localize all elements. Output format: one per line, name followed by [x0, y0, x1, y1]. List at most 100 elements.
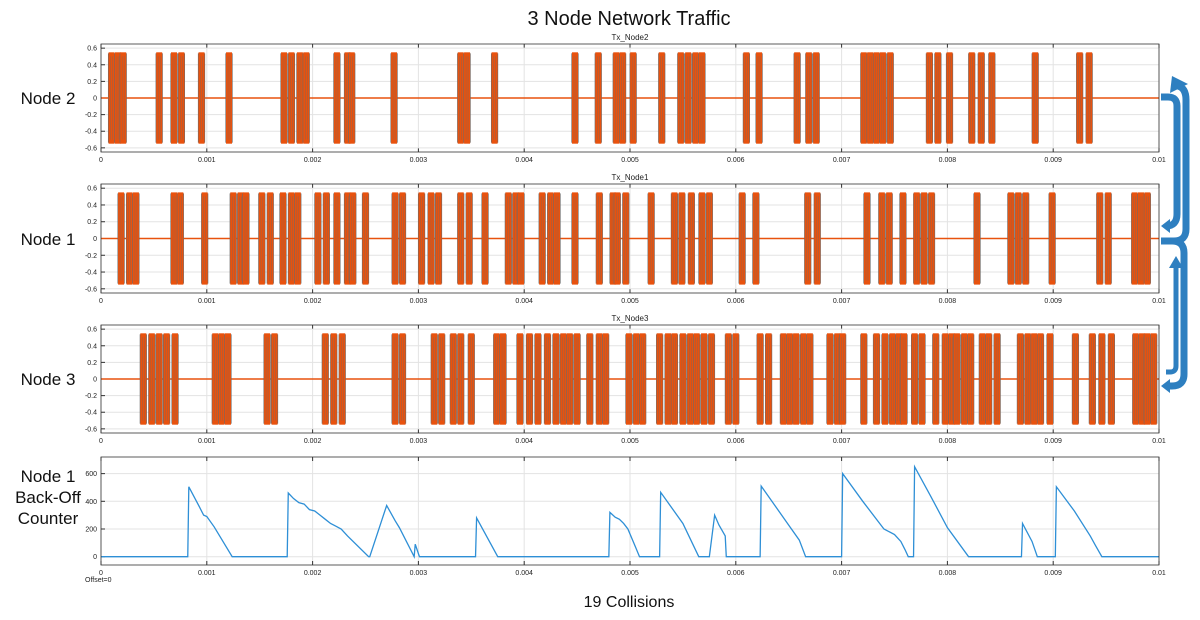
tx-burst-78 — [1046, 333, 1054, 425]
y-tick-label: 0.4 — [87, 62, 97, 69]
tx-burst-14 — [391, 333, 399, 425]
burst-fill — [698, 192, 705, 285]
tx-burst-27 — [552, 333, 560, 425]
tx-burst-50 — [863, 192, 871, 285]
tx-burst-20 — [467, 333, 475, 425]
tx-burst-61 — [895, 333, 903, 425]
burst-fill — [148, 333, 155, 425]
row-label-node-3: Node 3 — [21, 370, 76, 389]
collisions-caption: 19 Collisions — [584, 594, 675, 611]
tx-burst-47 — [1076, 52, 1084, 144]
burst-fill — [391, 52, 398, 144]
burst-fill — [1105, 192, 1112, 285]
tx-burst-18 — [463, 52, 471, 144]
burst-fill — [926, 52, 933, 144]
y-tick-label: -0.2 — [85, 253, 97, 260]
burst-fill — [804, 192, 811, 285]
burst-fill — [889, 333, 896, 425]
burst-fill — [399, 192, 406, 285]
subplot-title-tx-node2: Tx_Node2 — [612, 33, 649, 42]
tx-burst-40 — [647, 192, 655, 285]
burst-fill — [780, 333, 787, 425]
burst-fill — [901, 333, 908, 425]
plot-frame — [100, 324, 1160, 434]
burst-fill — [895, 333, 902, 425]
tx-burst-21 — [391, 192, 399, 285]
tx-burst-12 — [279, 192, 287, 285]
burst-fill — [303, 52, 310, 144]
x-tick-label: 0.005 — [621, 570, 639, 577]
collision-arrows — [1161, 76, 1190, 393]
tx-burst-25 — [534, 333, 542, 425]
x-tick-label: 0.01 — [1152, 157, 1166, 164]
burst-fill — [839, 333, 846, 425]
burst-fill — [948, 333, 955, 425]
tx-burst-9 — [280, 52, 288, 144]
tx-burst-76 — [1030, 333, 1038, 425]
tx-burst-86 — [1150, 333, 1158, 425]
burst-fill — [226, 52, 233, 144]
y-tick-label: 0.2 — [87, 360, 97, 367]
burst-fill — [765, 333, 772, 425]
burst-fill — [566, 333, 573, 425]
tx-burst-64 — [918, 333, 926, 425]
x-tick-label: 0.007 — [833, 298, 851, 305]
tx-burst-62 — [1096, 192, 1104, 285]
tx-burst-2 — [114, 52, 122, 144]
y-tick-label: 0 — [93, 236, 97, 243]
tx-burst-10 — [287, 52, 296, 144]
y-tick-label: 0 — [93, 96, 97, 103]
burst-fill — [873, 52, 880, 144]
tx-burst-22 — [499, 333, 507, 425]
burst-fill — [512, 192, 519, 285]
burst-fill — [212, 333, 219, 425]
tx-burst-38 — [879, 52, 887, 144]
burst-fill — [279, 192, 286, 285]
burst-fill — [834, 333, 841, 425]
x-tick-label: 0.01 — [1152, 438, 1166, 445]
burst-fill — [271, 333, 278, 425]
burst-fill — [743, 52, 750, 144]
burst-fill — [988, 52, 995, 144]
x-tick-label: 0.007 — [833, 157, 851, 164]
burst-fill — [544, 333, 551, 425]
burst-fill — [679, 333, 686, 425]
burst-fill — [344, 192, 351, 285]
tx-burst-7 — [229, 192, 237, 285]
burst-fill — [493, 333, 500, 425]
burst-fill — [619, 52, 626, 144]
tx-burst-77 — [1036, 333, 1045, 425]
burst-fill — [860, 333, 867, 425]
tx-burst-10 — [270, 333, 279, 425]
x-tick-label: 0.009 — [1044, 298, 1062, 305]
tx-burst-3 — [132, 192, 140, 285]
tx-burst-32 — [538, 192, 546, 285]
tx-burst-30 — [573, 333, 581, 425]
burst-fill — [553, 192, 560, 285]
tx-burst-26 — [543, 333, 552, 425]
burst-fill — [863, 192, 870, 285]
burst-fill — [218, 333, 225, 425]
burst-fill — [108, 52, 115, 144]
burst-fill — [264, 333, 271, 425]
burst-fill — [994, 333, 1001, 425]
burst-fill — [806, 333, 813, 425]
tx-burst-48 — [764, 333, 773, 425]
tx-burst-44 — [698, 192, 706, 285]
burst-fill — [468, 333, 475, 425]
tx-burst-32 — [595, 333, 603, 425]
x-tick-label: 0.004 — [515, 438, 533, 445]
burst-fill — [648, 192, 655, 285]
burst-fill — [1108, 333, 1115, 425]
burst-fill — [178, 52, 185, 144]
tx-burst-12 — [302, 52, 310, 144]
tx-burst-25 — [658, 52, 666, 144]
x-tick-label: 0.006 — [727, 438, 745, 445]
burst-fill — [693, 333, 700, 425]
burst-fill — [322, 333, 329, 425]
y-tick-label: 0.4 — [87, 343, 97, 350]
x-tick-label: 0.001 — [198, 438, 216, 445]
burst-fill — [1017, 333, 1024, 425]
tx-burst-70 — [967, 333, 975, 425]
burst-fill — [625, 333, 632, 425]
